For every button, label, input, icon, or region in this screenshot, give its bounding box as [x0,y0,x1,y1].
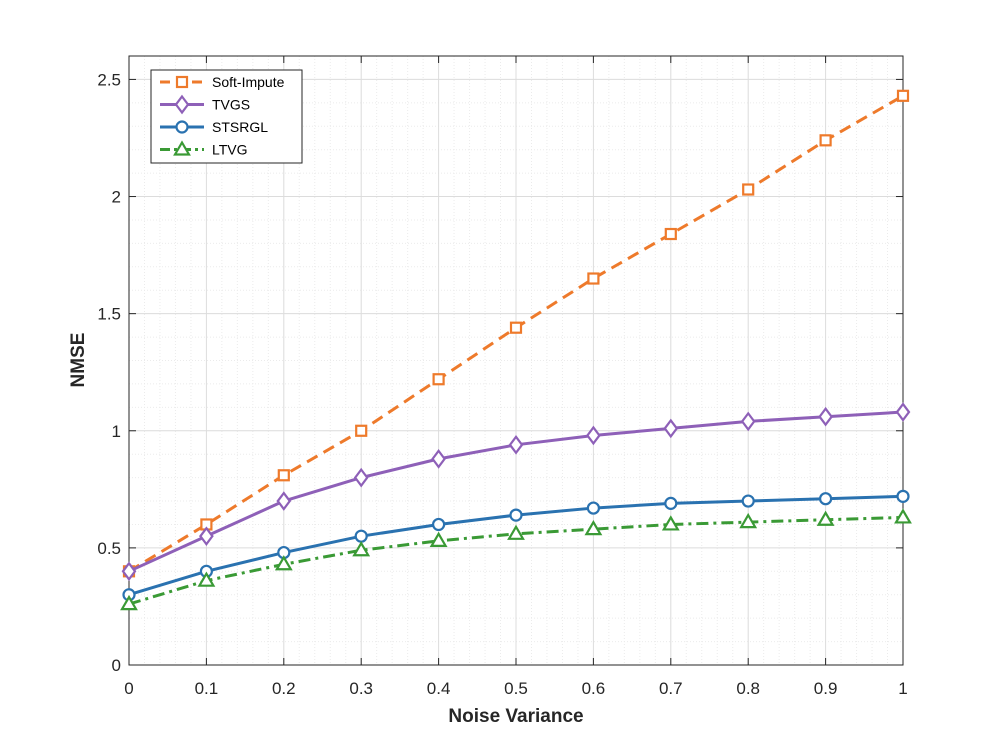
x-axis-title: Noise Variance [448,706,583,727]
legend-marker [175,120,189,134]
data-point [507,524,525,540]
legend-label: STSRGL [212,119,268,135]
legend-marker [175,75,189,89]
x-tick-label: 0.5 [504,679,528,698]
y-tick-labels: 0 0.5 1 1.5 2 2.5 [97,70,121,675]
series-layer [120,89,912,611]
data-point [816,510,835,526]
series-tvgs [121,402,911,582]
x-tick-label: 0.4 [427,679,451,698]
data-point [432,517,446,532]
x-tick-label: 1 [898,679,907,698]
data-point [355,424,368,437]
data-point [661,515,680,531]
data-point [740,411,756,432]
data-point [508,434,524,455]
data-point [663,418,679,439]
data-point [894,508,912,524]
data-point [741,494,755,508]
data-point [509,508,523,522]
data-point [354,529,368,543]
data-point [586,501,601,515]
x-tick-label: 0.9 [814,679,838,698]
data-point [199,526,214,547]
data-point [818,406,833,427]
legend: Soft-Impute TVGS STSRGL LTVG [150,69,303,164]
data-point [895,402,911,422]
data-point [432,373,445,386]
y-tick-label: 1 [112,422,121,441]
data-point [274,555,293,571]
axis-ticks [128,56,904,666]
data-point [664,496,678,510]
data-point [739,512,758,529]
legend-entry: TVGS [160,94,250,115]
data-point [352,541,371,557]
data-point [353,467,369,488]
y-tick-label: 1.5 [97,305,121,324]
data-point [586,425,601,446]
data-point [429,531,448,547]
data-point [120,594,138,611]
data-point [276,491,292,511]
y-tick-label: 0.5 [97,539,121,558]
legend-label: Soft-Impute [212,74,285,90]
legend-label: TVGS [212,97,250,113]
data-point [509,321,523,334]
y-tick-label: 2 [112,188,121,207]
legend-entry: Soft-Impute [160,74,285,90]
data-point [587,272,600,285]
legend-entry: LTVG [160,140,248,158]
data-point [584,519,603,536]
data-point [742,183,755,196]
series-soft-impute [122,89,910,578]
legend-entry: STSRGL [160,119,268,135]
x-tick-label: 0.1 [195,679,219,698]
x-tick-labels: 0 0.1 0.2 0.3 0.4 0.5 0.6 0.7 0.8 0.9 1 [124,679,907,698]
data-point [896,89,910,102]
x-tick-label: 0.8 [736,679,760,698]
data-point [197,571,216,587]
legend-marker [174,94,190,115]
data-point [819,134,832,147]
data-point [896,489,910,503]
data-point [664,227,677,241]
series-ltvg [120,508,912,611]
x-tick-label: 0.7 [659,679,683,698]
y-tick-label: 0 [112,656,121,675]
data-point [818,492,833,506]
data-point [121,561,137,582]
y-axis-title: NMSE [68,333,89,388]
x-tick-label: 0.6 [582,679,606,698]
x-tick-label: 0 [124,679,133,698]
x-tick-label: 0.3 [349,679,373,698]
x-tick-label: 0.2 [272,679,296,698]
legend-label: LTVG [212,142,248,158]
y-tick-label: 2.5 [97,70,121,89]
data-point [277,469,290,482]
data-point [431,449,446,469]
legend-marker [173,140,191,156]
